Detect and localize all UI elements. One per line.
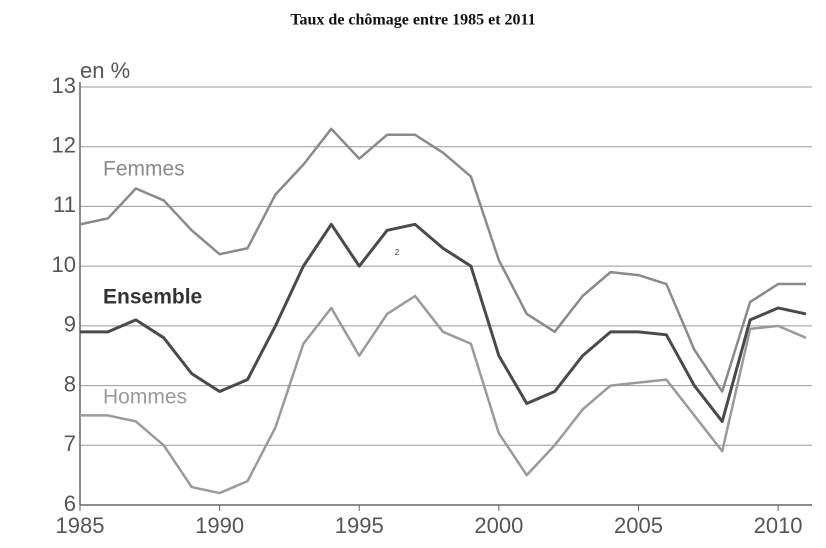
y-tick-label: 7 <box>64 431 76 456</box>
x-tick-label: 2000 <box>474 513 523 538</box>
x-tick-label: 2010 <box>754 513 803 538</box>
series-label: Femmes <box>103 158 185 181</box>
x-tick-label: 1995 <box>335 513 384 538</box>
series-line <box>79 127 806 393</box>
x-tick-label: 2005 <box>614 513 663 538</box>
series-label: Hommes <box>103 386 187 409</box>
series-label: Ensemble <box>103 286 202 309</box>
y-tick-label: 8 <box>64 371 76 396</box>
y-axis-label: en % <box>80 58 130 83</box>
y-tick-label: 11 <box>53 192 76 217</box>
y-tick-label: 10 <box>52 252 76 277</box>
y-tick-label: 12 <box>52 133 76 158</box>
annotation: 2 <box>395 248 400 257</box>
x-tick-label: 1990 <box>195 513 244 538</box>
y-tick-label: 13 <box>52 73 76 98</box>
chart-title: Taux de chômage entre 1985 et 2011 <box>290 12 535 29</box>
y-tick-label: 6 <box>64 491 76 516</box>
series-line <box>80 222 807 423</box>
x-tick-label: 1985 <box>56 513 105 538</box>
y-tick-label: 9 <box>64 312 76 337</box>
series-line <box>80 294 807 495</box>
